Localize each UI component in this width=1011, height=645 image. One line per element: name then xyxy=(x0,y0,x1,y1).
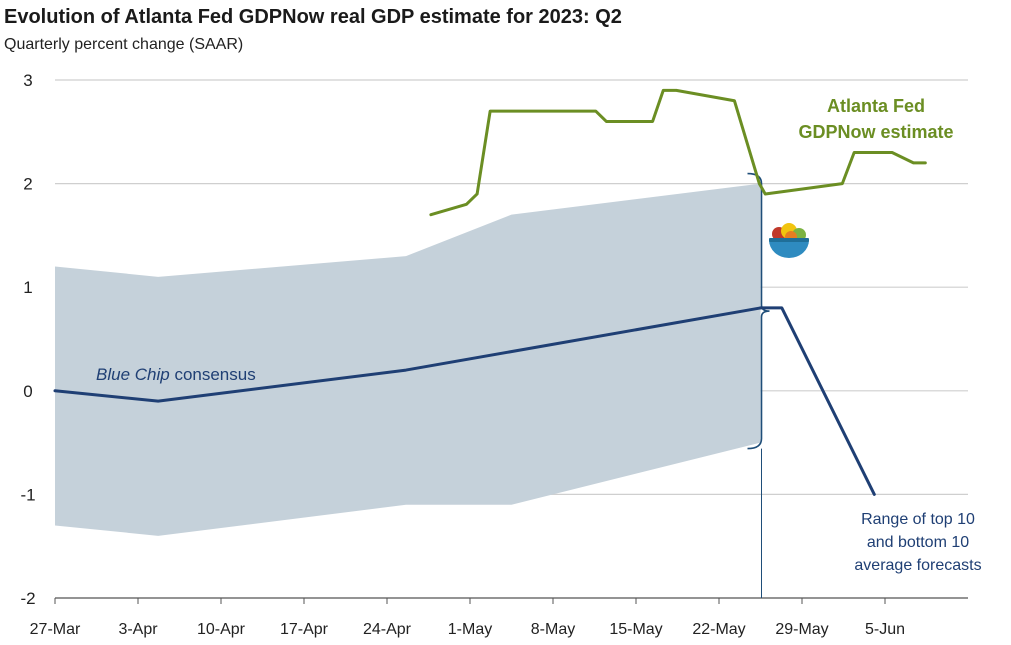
series-line-2 xyxy=(759,306,876,496)
x-tick-label: 8-May xyxy=(531,621,575,638)
bluechip-label-italic: Blue Chip xyxy=(96,365,170,384)
forecast-range-band xyxy=(55,183,761,536)
x-tick-label: 1-May xyxy=(448,621,492,638)
y-axis-ticks: 3 2 1 0 -1 -2 xyxy=(20,71,35,608)
x-axis-ticks: 27-Mar 3-Apr 10-Apr 17-Apr 24-Apr 1-May 8-May 1… xyxy=(30,598,905,638)
blue-chip-bowl-icon xyxy=(769,223,809,258)
x-tick-label: 5-Jun xyxy=(865,621,905,638)
forecast-range-area xyxy=(55,183,761,536)
bluechip-label: Blue Chip consensus xyxy=(96,365,256,384)
series-line-1 xyxy=(53,306,762,403)
range-bracket-shape xyxy=(747,172,770,450)
y-tick-label: -1 xyxy=(20,485,35,504)
gdpnow-label-line2: GDPNow estimate xyxy=(798,122,953,142)
range-label-line2: and bottom 10 xyxy=(867,534,969,551)
x-tick-label: 29-May xyxy=(775,621,828,638)
y-tick-label: 2 xyxy=(23,175,32,194)
x-tick-label: 3-Apr xyxy=(118,621,158,638)
series-lines xyxy=(53,88,927,496)
range-bracket xyxy=(747,172,770,598)
y-tick-label: 3 xyxy=(23,71,32,90)
bluechip-label-rest: consensus xyxy=(170,365,256,384)
chart-title: Evolution of Atlanta Fed GDPNow real GDP… xyxy=(4,6,622,28)
range-label-line1: Range of top 10 xyxy=(861,511,975,528)
range-label-line3: average forecasts xyxy=(854,557,981,574)
gdpnow-label-line1: Atlanta Fed xyxy=(827,96,925,116)
series-line-0 xyxy=(429,88,927,217)
x-tick-label: 27-Mar xyxy=(30,621,81,638)
x-tick-label: 10-Apr xyxy=(197,621,246,638)
x-tick-label: 22-May xyxy=(692,621,745,638)
y-tick-label: -2 xyxy=(20,589,35,608)
x-tick-label: 17-Apr xyxy=(280,621,329,638)
y-tick-label: 0 xyxy=(23,382,32,401)
chart-subtitle: Quarterly percent change (SAAR) xyxy=(4,36,244,53)
y-tick-label: 1 xyxy=(23,278,32,297)
x-tick-label: 24-Apr xyxy=(363,621,412,638)
x-tick-label: 15-May xyxy=(609,621,662,638)
